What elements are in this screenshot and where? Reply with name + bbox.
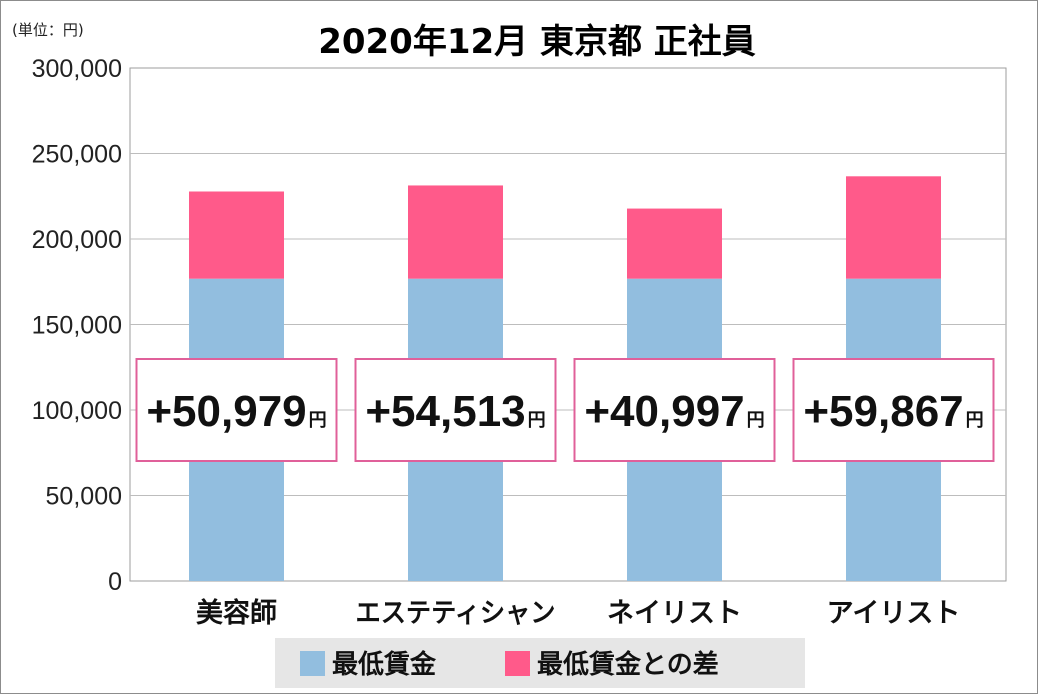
legend-swatch [505, 651, 530, 676]
y-axis-ticks: 0 50,000 100,000 150,000 200,000 250,000 300,0… [32, 55, 122, 596]
difference-value: +59,867 [803, 387, 963, 436]
legend-label: 最低賃金との差 [537, 649, 719, 680]
y-tick-label: 50,000 [46, 483, 122, 511]
category-label: アイリスト [827, 598, 961, 629]
difference-label-box [792, 358, 995, 462]
difference-label: +40,997 円 [584, 387, 764, 436]
difference-labels: +50,979 円 +54,513 円 +40,997 円 +59,867 円 [135, 358, 995, 462]
y-tick-label: 100,000 [32, 397, 122, 425]
legend: 最低賃金 最低賃金との差 [275, 638, 805, 688]
difference-label: +54,513 円 [365, 387, 545, 436]
difference-label-box [573, 358, 776, 462]
category-label: エステティシャン [356, 598, 556, 629]
bar-difference [189, 191, 284, 279]
category-label: 美容師 [196, 597, 277, 629]
difference-label: +50,979 円 [146, 387, 326, 436]
legend-background [275, 638, 805, 688]
difference-label-box [135, 358, 338, 462]
unit-label: (単位：円) [12, 21, 84, 39]
bar-difference [408, 185, 503, 279]
bar-difference [627, 208, 722, 279]
legend-label: 最低賃金 [332, 649, 437, 680]
bar-difference [846, 176, 941, 279]
difference-value: +40,997 [584, 387, 744, 436]
y-tick-label: 0 [108, 568, 122, 596]
y-tick-label: 200,000 [32, 226, 122, 254]
y-tick-label: 250,000 [32, 141, 122, 169]
difference-value: +50,979 [146, 387, 306, 436]
chart-title: 2020年12月 東京都 正社員 [318, 22, 756, 62]
legend-swatch [300, 651, 325, 676]
category-label: ネイリスト [607, 598, 742, 629]
difference-label-box [354, 358, 557, 462]
x-axis-categories: 美容師 エステティシャン ネイリスト アイリスト [196, 597, 960, 629]
difference-unit: 円 [966, 410, 984, 431]
difference-unit: 円 [309, 410, 327, 431]
difference-value: +54,513 [365, 387, 525, 436]
difference-unit: 円 [747, 410, 765, 431]
y-tick-label: 150,000 [32, 312, 122, 340]
y-tick-label: 300,000 [32, 55, 122, 83]
difference-label: +59,867 円 [803, 387, 983, 436]
difference-unit: 円 [528, 410, 546, 431]
